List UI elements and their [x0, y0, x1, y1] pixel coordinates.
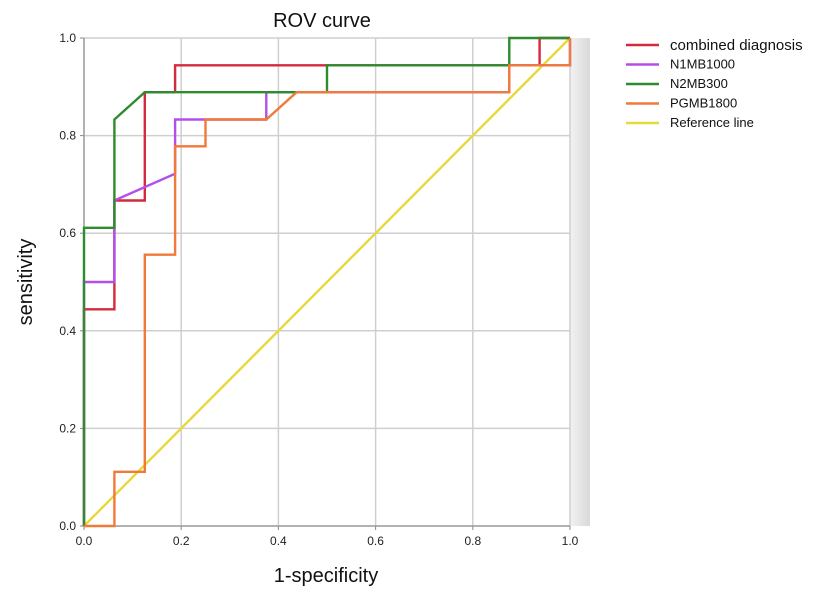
y-tick-label: 0.4 — [59, 324, 76, 338]
x-tick-label: 0.6 — [367, 534, 384, 548]
plot-edge-shade — [570, 38, 590, 526]
x-tick-label: 0.8 — [464, 534, 481, 548]
x-tick-label: 1.0 — [562, 534, 579, 548]
y-tick-label: 0.8 — [59, 129, 76, 143]
series-line-n2mb300 — [82, 36, 570, 526]
series-line-reference-line — [83, 37, 571, 527]
series-lines — [82, 36, 572, 528]
y-axis-label: sensitivity — [15, 239, 37, 326]
legend-label-n2mb300: N2MB300 — [670, 76, 728, 91]
x-tick-label: 0.0 — [76, 534, 93, 548]
y-tick-label: 1.0 — [59, 31, 76, 45]
legend-label-combined-diagnosis: combined diagnosis — [670, 37, 803, 54]
legend-label-reference-line: Reference line — [670, 115, 754, 130]
series-line-pgmb1800 — [84, 38, 572, 528]
grid-lines — [84, 37, 571, 526]
y-tick-label: 0.2 — [59, 421, 76, 435]
tick-labels: 0.0 0.2 0.4 0.6 0.8 1.0 0.0 0.2 0.4 0.6 0.8 1.0 — [59, 31, 578, 548]
y-tick-label: 0.0 — [59, 519, 76, 533]
x-axis-label: 1-specificity — [274, 565, 378, 587]
x-tick-label: 0.4 — [270, 534, 287, 548]
legend-label-pgmb1800: PGMB1800 — [670, 96, 737, 111]
chart-title: ROV curve — [273, 10, 371, 32]
y-tick-label: 0.6 — [59, 226, 76, 240]
legend: combined diagnosis N1MB1000 N2MB300 PGMB180… — [626, 37, 803, 130]
x-tick-label: 0.2 — [173, 534, 190, 548]
legend-label-n1mb1000: N1MB1000 — [670, 57, 735, 72]
